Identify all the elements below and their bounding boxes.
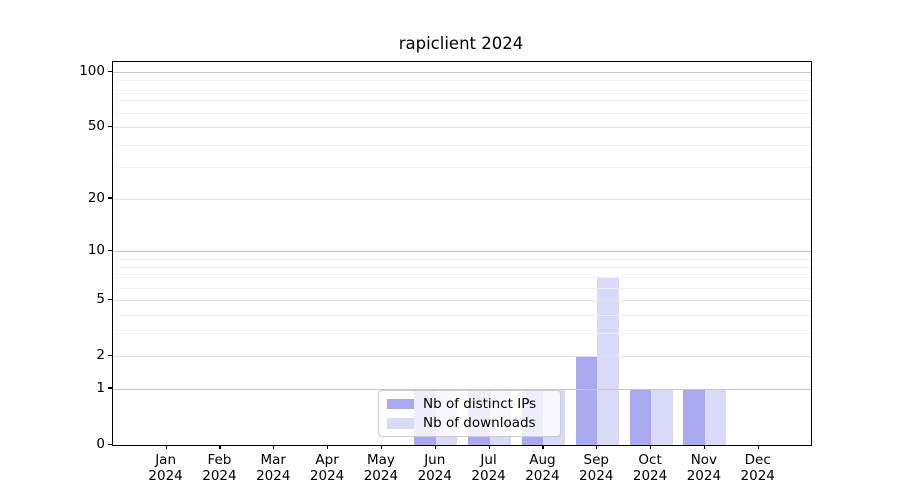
chart-title: rapiclient 2024	[398, 34, 524, 53]
x-tick-label-sep: Sep 2024	[558, 452, 634, 484]
minor-gridline-y-8	[113, 267, 811, 269]
x-tick-month-apr: Apr	[315, 452, 339, 468]
x-tick-label-nov: Nov 2024	[666, 452, 742, 484]
x-tick-month-dec: Dec	[744, 452, 771, 468]
bar-oct-downloads	[651, 388, 673, 445]
y-tick-10	[108, 249, 112, 251]
bar-sep-downloads	[597, 276, 619, 445]
minor-gridline-y-90	[113, 80, 811, 82]
y-tick-label-0: 0	[96, 436, 105, 452]
x-tick-month-aug: Aug	[529, 452, 556, 468]
y-tick-label-50: 50	[87, 118, 105, 135]
y-tick-0	[108, 443, 112, 445]
x-tick-year-oct: 2024	[632, 468, 668, 484]
bar-sep-distinct-ips	[575, 356, 598, 445]
x-tick-label-may: May 2024	[343, 452, 419, 484]
x-tick-year-dec: 2024	[740, 468, 775, 484]
x-tick-year-nov: 2024	[686, 468, 722, 484]
x-tick-month-feb: Feb	[207, 452, 232, 468]
x-tick-dec	[757, 445, 759, 449]
y-tick-50	[108, 125, 112, 127]
gridline-y-20	[113, 198, 811, 200]
legend-swatch-distinct-ips	[387, 398, 414, 409]
x-tick-apr	[327, 445, 329, 449]
minor-gridline-y-9	[113, 258, 811, 260]
y-tick-label-5: 5	[96, 291, 105, 308]
minor-gridline-y-40	[113, 144, 811, 146]
x-tick-oct	[650, 445, 652, 449]
x-tick-year-aug: 2024	[525, 468, 560, 484]
x-tick-month-jun: Jun	[424, 452, 446, 468]
y-tick-label-10: 10	[87, 242, 105, 259]
y-tick-1	[108, 387, 112, 389]
x-tick-feb	[219, 445, 221, 449]
x-tick-label-feb: Feb 2024	[181, 452, 257, 484]
x-tick-year-may: 2024	[363, 468, 399, 484]
legend-swatch-downloads	[387, 418, 414, 429]
x-tick-mar	[273, 445, 275, 449]
y-tick-100	[108, 70, 112, 72]
legend-label-distinct-ips: Nb of distinct IPs	[423, 395, 537, 412]
y-tick-2	[108, 354, 112, 356]
x-tick-label-mar: Mar 2024	[235, 452, 311, 484]
x-tick-label-jan: Jan 2024	[128, 452, 204, 484]
x-tick-year-sep: 2024	[579, 468, 614, 484]
x-tick-year-jun: 2024	[417, 468, 452, 484]
x-tick-year-mar: 2024	[256, 468, 291, 484]
gridline-y-5	[113, 300, 811, 302]
legend-label-downloads: Nb of downloads	[423, 415, 536, 432]
x-tick-month-may: May	[366, 452, 395, 468]
legend-item-downloads: Nb of downloads	[387, 415, 560, 431]
x-tick-month-oct: Oct	[638, 452, 662, 468]
x-tick-month-sep: Sep	[583, 452, 609, 468]
x-tick-month-mar: Mar	[260, 452, 286, 468]
legend-item-distinct-ips: Nb of distinct IPs	[387, 396, 560, 412]
gridline-y-2	[113, 356, 811, 358]
x-tick-aug	[542, 445, 544, 449]
x-tick-year-feb: 2024	[202, 468, 237, 484]
legend: Nb of distinct IPs Nb of downloads	[378, 390, 561, 437]
y-tick-5	[108, 298, 112, 300]
bar-nov-distinct-ips	[683, 388, 705, 445]
minor-gridline-y-30	[113, 167, 811, 169]
x-tick-year-jul: 2024	[471, 468, 506, 484]
y-tick-label-100: 100	[79, 63, 105, 79]
x-tick-jan	[165, 445, 167, 449]
x-tick-year-jan: 2024	[148, 468, 183, 484]
x-tick-label-aug: Aug 2024	[504, 452, 580, 484]
gridline-y-100	[113, 72, 811, 73]
x-tick-year-apr: 2024	[309, 468, 345, 484]
x-tick-label-jun: Jun 2024	[397, 452, 473, 484]
x-tick-sep	[596, 445, 598, 449]
x-tick-month-jul: Jul	[480, 452, 497, 468]
x-tick-label-apr: Apr 2024	[289, 452, 365, 484]
minor-gridline-y-7	[113, 276, 811, 278]
y-tick-label-1: 1	[96, 379, 105, 396]
bar-oct-distinct-ips	[629, 388, 652, 445]
gridline-y-1	[113, 388, 811, 390]
gridline-y-50	[113, 127, 811, 129]
x-tick-label-oct: Oct 2024	[612, 452, 688, 484]
minor-gridline-y-3	[113, 332, 811, 334]
x-tick-jul	[488, 445, 490, 449]
minor-gridline-y-80	[113, 89, 811, 91]
minor-gridline-y-6	[113, 287, 811, 289]
y-tick-20	[108, 197, 112, 199]
plot-area	[112, 61, 812, 446]
minor-gridline-y-70	[113, 100, 811, 102]
x-tick-jun	[434, 445, 436, 449]
x-tick-nov	[703, 445, 706, 449]
x-tick-month-jan: Jan	[155, 452, 176, 468]
y-tick-label-2: 2	[96, 347, 105, 364]
x-tick-label-dec: Dec 2024	[720, 452, 796, 484]
x-tick-may	[380, 445, 383, 449]
x-tick-month-nov: Nov	[690, 452, 718, 468]
minor-gridline-y-60	[113, 112, 811, 114]
y-tick-label-20: 20	[87, 189, 105, 206]
minor-gridline-y-4	[113, 314, 811, 316]
gridline-y-10	[113, 251, 811, 253]
x-tick-label-jul: Jul 2024	[451, 452, 527, 484]
bar-nov-downloads	[704, 388, 727, 445]
